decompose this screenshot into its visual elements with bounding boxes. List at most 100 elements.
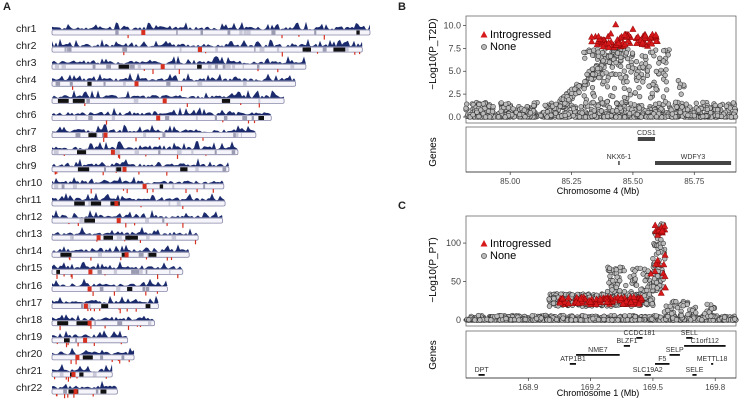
- heterochromatin-band: [77, 167, 89, 172]
- coverage-track: [52, 21, 370, 30]
- none-point: [624, 317, 630, 323]
- none-point: [600, 58, 606, 64]
- none-point: [638, 114, 644, 120]
- chromosome-label: chr6: [16, 108, 37, 121]
- none-point: [521, 107, 527, 113]
- chromosome-label: chr21: [16, 365, 43, 377]
- none-point: [632, 90, 638, 96]
- none-point: [683, 101, 689, 107]
- band: [65, 47, 68, 52]
- panel-label-a: A: [3, 1, 11, 13]
- none-point: [700, 113, 706, 119]
- heterochromatin-band: [90, 201, 102, 206]
- none-point: [677, 109, 683, 115]
- chromosome-bar: [51, 80, 297, 87]
- centromere: [122, 166, 127, 172]
- band: [177, 150, 182, 155]
- centromere: [114, 201, 119, 206]
- none-point: [704, 106, 711, 112]
- none-point: [688, 317, 694, 323]
- band: [75, 133, 81, 138]
- none-point: [621, 68, 627, 74]
- none-point: [730, 100, 736, 106]
- none-point: [674, 104, 680, 110]
- band: [162, 133, 166, 138]
- band: [116, 235, 122, 240]
- chromosome-chr4: [51, 72, 297, 92]
- band: [207, 64, 212, 69]
- coverage-track: [52, 347, 135, 355]
- none-point: [551, 295, 557, 302]
- band: [243, 81, 247, 86]
- gene-bar: [644, 374, 651, 376]
- gene-bar: [636, 337, 643, 339]
- none-point: [611, 85, 618, 91]
- centromere: [103, 132, 108, 138]
- none-point: [621, 94, 627, 101]
- introgressed-point: [638, 294, 646, 301]
- band: [214, 64, 218, 69]
- none-point: [527, 110, 533, 116]
- band: [122, 47, 127, 52]
- none-point: [607, 273, 613, 279]
- none-point: [621, 85, 627, 91]
- none-point: [663, 67, 669, 73]
- gene-bar: [684, 345, 726, 347]
- none-point: [517, 111, 523, 118]
- introgressed-point: [556, 299, 564, 306]
- heterochromatin-band: [57, 98, 69, 103]
- introgressed-points: [556, 221, 669, 307]
- none-point: [588, 76, 594, 82]
- none-point: [649, 301, 655, 307]
- none-point: [722, 314, 728, 320]
- none-point: [646, 64, 652, 70]
- plot-frame: [465, 15, 737, 124]
- band: [142, 287, 146, 291]
- none-point: [665, 52, 671, 58]
- heterochromatin-band: [118, 64, 130, 69]
- none-point: [570, 113, 576, 119]
- none-point: [653, 313, 659, 319]
- introgressed-point: [615, 39, 623, 46]
- heterochromatin-band: [180, 167, 188, 172]
- none-point: [598, 96, 604, 102]
- band: [222, 167, 227, 172]
- x-tick-label: 168.9: [518, 383, 539, 392]
- gene-bar: [686, 337, 693, 339]
- centromere: [75, 354, 80, 360]
- band: [54, 184, 59, 189]
- introgressed-point: [635, 300, 643, 307]
- introgressed-point: [605, 38, 613, 46]
- heterochromatin-band: [121, 252, 126, 257]
- centromere: [160, 64, 165, 70]
- heterochromatin-band: [333, 47, 346, 52]
- none-point: [662, 99, 669, 105]
- coverage-track: [52, 55, 306, 64]
- introgressed-point: [648, 39, 656, 47]
- chromosome-chr21: [51, 363, 113, 382]
- chromosome-chr3: [51, 55, 307, 75]
- gene-label: BLZF1: [616, 338, 637, 345]
- heterochromatin-band: [103, 235, 113, 240]
- chromosome-bar: [51, 63, 307, 70]
- band: [271, 30, 276, 35]
- band: [92, 372, 97, 377]
- none-point: [475, 312, 481, 319]
- band: [171, 235, 177, 240]
- band: [104, 167, 106, 172]
- legend-none-label: None: [490, 250, 516, 262]
- none-point: [582, 78, 588, 85]
- heterochromatin-band: [159, 184, 164, 189]
- band: [115, 167, 117, 172]
- none-point: [615, 50, 621, 56]
- chromosome-label: chr3: [16, 57, 37, 70]
- band: [243, 30, 247, 35]
- coverage-track: [52, 261, 183, 269]
- band: [88, 116, 93, 120]
- introgressed-point: [622, 297, 630, 304]
- none-point: [657, 55, 663, 61]
- none-point: [642, 277, 648, 284]
- chromosome-chr14: [51, 244, 190, 261]
- heterochromatin-band: [72, 98, 85, 103]
- band: [322, 47, 327, 52]
